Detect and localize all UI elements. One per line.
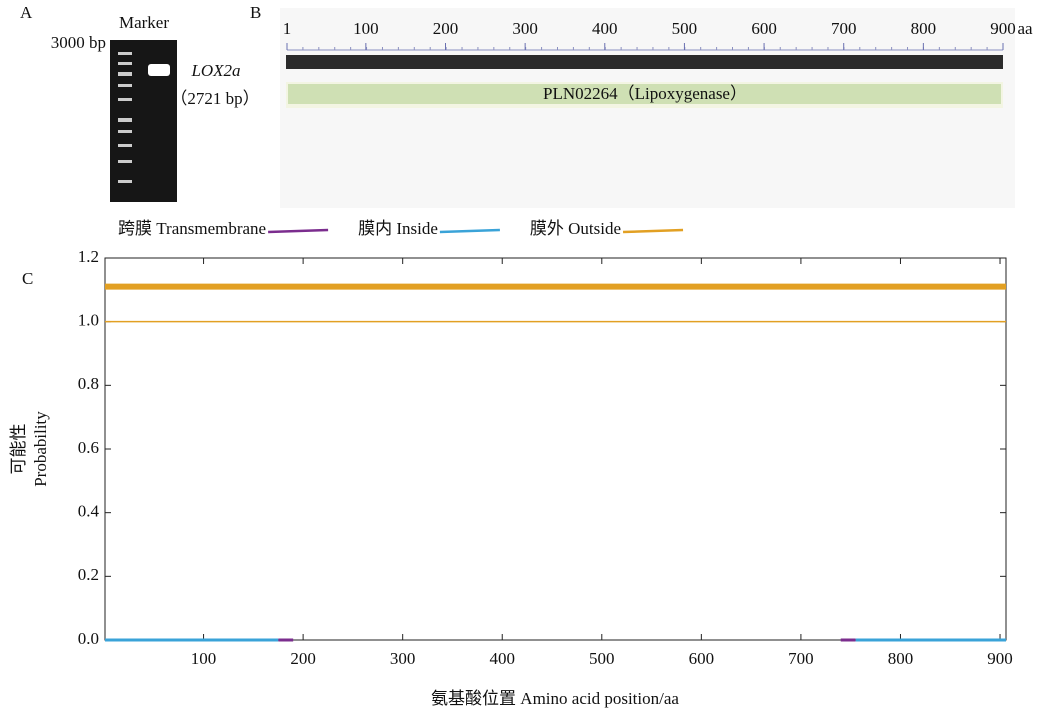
domain-bar [288,84,1001,104]
y-tick-label: 1.0 [78,311,99,330]
x-tick-label: 800 [888,649,914,668]
x-tick-label: 500 [589,649,615,668]
legend: 跨膜 Transmembrane 膜内 Inside 膜外 Outside [118,219,684,238]
ruler-label: 300 [512,19,538,38]
y-axis-title: 可能性 [9,424,28,475]
ruler-label: 900 [990,19,1016,38]
x-tick-label: 300 [390,649,416,668]
ruler: 1 100 200 300 400 500 600 700 800 900 aa [283,19,1033,51]
x-tick-label: 700 [788,649,814,668]
legend-swatch [268,228,329,234]
plot-frame [104,257,1007,641]
gene-size: （2721 bp） [170,89,259,108]
x-tick-label: 900 [987,649,1013,668]
ruler-label: 1 [283,19,292,38]
y-tick-label: 1.2 [78,247,99,266]
plot: 0.0 0.2 0.4 0.6 0.8 1.0 1.2 100 200 300 400 500 600 7… [78,247,1013,668]
gene-label: LOX2a [190,61,240,80]
panel-letter: A [20,3,33,22]
x-tick-label: 100 [191,649,217,668]
x-tick-label: 400 [489,649,515,668]
ruler-label: 700 [831,19,857,38]
ruler-label: 600 [751,19,777,38]
legend-label: 膜内 Inside [358,219,438,238]
ruler-label: 500 [672,19,698,38]
panel-letter: C [22,269,33,288]
size-label: 3000 bp [51,33,106,52]
legend-swatch [439,228,500,234]
domain-label: PLN02264（Lipoxygenase） [543,84,747,103]
panel-letter: B [250,3,261,22]
ruler-label: 200 [433,19,459,38]
protein-bar [286,55,1003,69]
gel-bands [118,52,170,183]
y-axis-title: Probability [31,411,50,487]
x-tick-label: 200 [290,649,316,668]
legend-label: 膜外 Outside [530,219,621,238]
legend-swatch [623,228,684,234]
marker-label: Marker [119,13,169,32]
ruler-unit: aa [1017,19,1033,38]
y-tick-label: 0.6 [78,438,99,457]
y-tick-label: 0.2 [78,565,99,584]
legend-label: 跨膜 Transmembrane [118,219,266,238]
y-tick-label: 0.0 [78,629,99,648]
ruler-label: 800 [911,19,937,38]
x-axis-title: 氨基酸位置 Amino acid position/aa [431,689,679,708]
ruler-label: 100 [353,19,379,38]
y-tick-label: 0.8 [78,374,99,393]
y-tick-label: 0.4 [78,502,100,521]
ruler-label: 400 [592,19,618,38]
x-tick-label: 600 [689,649,715,668]
